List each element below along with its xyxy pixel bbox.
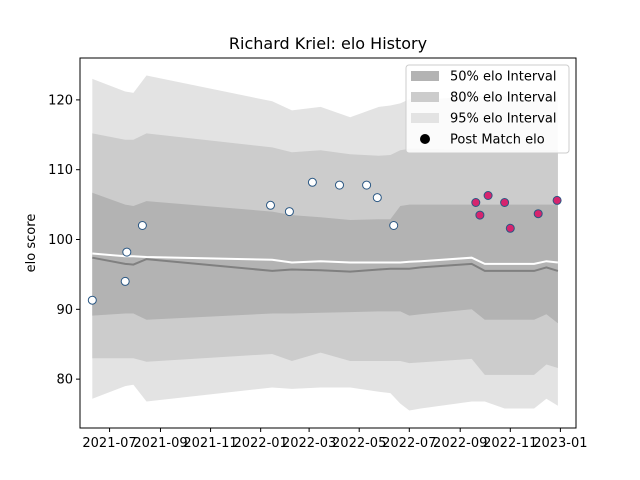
series-line-1 xyxy=(92,252,559,265)
data-point-9 xyxy=(372,193,382,203)
data-point-2 xyxy=(122,247,132,257)
x-tick-label: 2022-07 xyxy=(382,436,436,451)
legend-label-2: 95% elo Interval xyxy=(450,112,557,127)
data-point-4 xyxy=(266,200,275,210)
data-point-13 xyxy=(483,191,493,200)
x-tick-label: 2023-01 xyxy=(533,436,587,451)
x-tick-label: 2021-07 xyxy=(82,436,136,451)
interval-bands xyxy=(92,75,558,411)
data-point-14 xyxy=(500,198,510,207)
legend-marker-3 xyxy=(420,134,430,144)
x-tick-label: 2022-05 xyxy=(332,436,386,451)
plot-frame xyxy=(79,57,577,429)
legend-swatch-2 xyxy=(411,113,439,123)
chart-title: Richard Kriel: elo History xyxy=(229,34,427,53)
y-tick-label: 110 xyxy=(48,163,73,178)
rating-lines xyxy=(92,252,559,273)
y-axis-label: elo score xyxy=(24,214,39,273)
data-point-15 xyxy=(505,223,515,233)
legend-label-3: Post Match elo xyxy=(450,133,545,148)
x-tick-label: 2022-01 xyxy=(233,436,287,451)
data-point-17 xyxy=(552,195,562,205)
x-tick-label: 2021-11 xyxy=(183,436,237,451)
legend-box xyxy=(405,64,570,154)
legend-label-1: 80% elo Interval xyxy=(450,91,557,106)
x-axis-ticks: 2021-072021-092021-112022-012022-032022-… xyxy=(82,428,588,451)
data-point-12 xyxy=(475,210,485,220)
band-p50 xyxy=(92,192,558,324)
data-point-16 xyxy=(533,209,543,219)
x-tick-label: 2022-09 xyxy=(433,436,487,451)
data-point-8 xyxy=(362,180,372,190)
y-tick-label: 100 xyxy=(48,233,73,248)
data-point-3 xyxy=(137,221,147,230)
y-axis-ticks: 80 90 100 110 120 xyxy=(48,93,80,388)
data-point-6 xyxy=(307,177,317,187)
data-point-7 xyxy=(335,180,344,190)
data-point-10 xyxy=(389,221,399,230)
y-tick-label: 80 xyxy=(56,373,73,388)
series-line-0 xyxy=(92,256,559,273)
y-tick-label: 90 xyxy=(56,303,73,318)
legend: 50% elo Interval 80% elo Interval 95% elo … xyxy=(405,64,570,154)
x-tick-label: 2022-11 xyxy=(483,436,537,451)
data-point-0 xyxy=(87,295,97,305)
legend-swatch-0 xyxy=(411,71,439,81)
x-tick-label: 2021-09 xyxy=(133,436,187,451)
data-point-11 xyxy=(471,198,481,207)
legend-swatch-1 xyxy=(411,92,439,102)
y-tick-label: 120 xyxy=(48,93,73,108)
x-tick-label: 2022-03 xyxy=(282,436,336,451)
data-point-5 xyxy=(284,207,294,217)
post-match-points xyxy=(87,177,562,305)
legend-label-0: 50% elo Interval xyxy=(450,70,557,85)
data-point-1 xyxy=(120,276,130,286)
